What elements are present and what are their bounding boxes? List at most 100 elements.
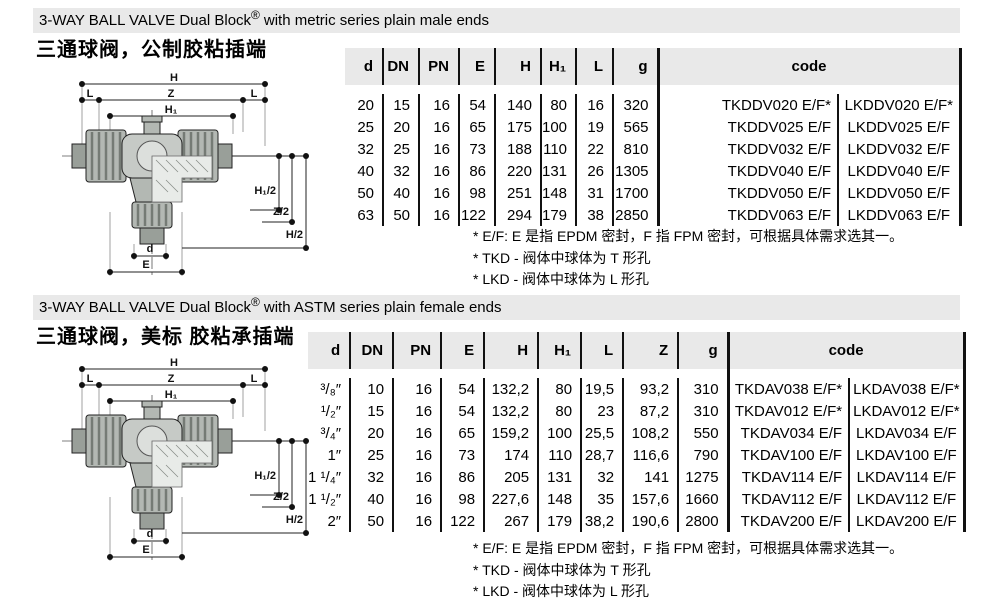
value-cell: 1 ¹/₂″ — [308, 490, 342, 508]
value-cell: 40 — [349, 488, 394, 510]
footnote: * E/F: E 是指 EPDM 密封，F 指 FPM 密封，可根据具体需求选其… — [473, 540, 904, 556]
dim-label-l-left: L — [87, 373, 94, 385]
value-cell: 86 — [440, 466, 485, 488]
dim-label-e: E — [142, 259, 149, 271]
value-cell: 251 — [494, 182, 541, 204]
code-l-cell: LKDDV025 E/F — [837, 116, 962, 138]
col-header-2: PN — [418, 48, 459, 85]
value-cell: 16 — [392, 444, 442, 466]
value-cell: 116,6 — [622, 444, 679, 466]
value-cell: 2″ — [327, 512, 342, 530]
value-cell: 25 — [357, 118, 374, 136]
value-cell: 174 — [483, 444, 539, 466]
col-header-1: DN — [382, 48, 419, 85]
table-row: 32 25 16 73 188 110 22 810 TKDDV032 E/F LKDDV032 … — [345, 138, 962, 160]
value-cell: 80 — [537, 400, 582, 422]
section1-footnotes: * E/F: E 是指 EPDM 密封，F 指 FPM 密封，可根据具体需求选其… — [473, 226, 903, 291]
col-header-0: d — [345, 48, 383, 85]
value-cell: 227,6 — [483, 488, 539, 510]
value-cell: 28,7 — [580, 444, 624, 466]
value-cell: 790 — [677, 444, 729, 466]
dim-label-z-half: Z/2 — [273, 206, 289, 218]
value-cell: 1 ¹/₄″ — [308, 468, 342, 486]
section1-title-bar: 3-WAY BALL VALVE Dual Block® with metric … — [33, 8, 960, 33]
dim-label-l-right: L — [251, 88, 258, 100]
code-l-cell: LKDDV020 E/F* — [837, 94, 962, 116]
value-cell: 23 — [580, 400, 624, 422]
value-cell: 20 — [349, 422, 394, 444]
section1-title-suffix: with metric series plain male ends — [263, 12, 489, 29]
value-cell: 148 — [539, 182, 577, 204]
dim-label-h-half: H/2 — [286, 514, 303, 526]
value-cell: 132,2 — [483, 400, 539, 422]
value-cell: 15 — [349, 400, 394, 422]
value-cell: 50 — [382, 204, 419, 226]
table-row: 1″ 25 16 73 174 110 28,7 116,6 790 TKDAV100 E/F LK… — [308, 444, 966, 466]
code-t-cell: TKDDV032 E/F — [656, 138, 839, 160]
table-row: ³/₈″ 10 16 54 132,2 80 19,5 93,2 310 TKDAV038 E/F… — [308, 378, 966, 400]
value-cell: 205 — [483, 466, 539, 488]
value-cell: 122 — [458, 204, 495, 226]
code-l-cell: LKDDV032 E/F — [837, 138, 962, 160]
value-cell: 32 — [357, 140, 374, 158]
value-cell: 16 — [575, 94, 614, 116]
value-cell: 1660 — [677, 488, 729, 510]
code-l-cell: LKDDV040 E/F — [837, 160, 962, 182]
value-cell: 131 — [537, 466, 582, 488]
value-cell: 22 — [575, 138, 614, 160]
code-l-cell: LKDAV012 E/F* — [848, 400, 966, 422]
code-l-cell: LKDDV050 E/F — [837, 182, 962, 204]
col-header-7: g — [612, 48, 659, 85]
section1-subtitle-zh: 三通球阀，公制胶粘插端 — [36, 39, 267, 61]
footnote: * TKD - 阀体中球体为 T 形孔 — [473, 249, 651, 266]
value-cell: 179 — [537, 510, 582, 532]
dim-label-l-right: L — [251, 373, 258, 385]
value-cell: 65 — [458, 116, 495, 138]
value-cell: 550 — [677, 422, 729, 444]
value-cell: 98 — [440, 488, 485, 510]
value-cell: 16 — [418, 138, 459, 160]
value-cell: 20 — [357, 96, 374, 114]
section1-title-en: 3-WAY BALL VALVE Dual Block — [39, 12, 252, 29]
dim-label-e: E — [142, 544, 149, 556]
value-cell: 10 — [349, 378, 394, 400]
value-cell: 110 — [537, 444, 582, 466]
code-t-cell: TKDDV020 E/F* — [656, 94, 839, 116]
value-cell: 16 — [418, 204, 459, 226]
value-cell: 63 — [357, 206, 374, 224]
value-cell: 38 — [575, 204, 614, 226]
value-cell: 98 — [458, 182, 495, 204]
value-cell: 141 — [622, 466, 679, 488]
value-cell: 220 — [494, 160, 541, 182]
value-cell: 19 — [575, 116, 614, 138]
value-cell: 38,2 — [580, 510, 624, 532]
table-row: 50 40 16 98 251 148 31 1700 TKDDV050 E/F LKDDV050… — [345, 182, 962, 204]
value-cell: 73 — [440, 444, 485, 466]
code-l-cell: LKDAV112 E/F — [848, 488, 966, 510]
value-cell: 310 — [677, 400, 729, 422]
value-cell: 1305 — [612, 160, 659, 182]
value-cell: 25,5 — [580, 422, 624, 444]
value-cell: 25 — [382, 138, 419, 160]
code-l-cell: LKDDV063 E/F — [837, 204, 962, 226]
value-cell: ³/₄″ — [320, 424, 342, 442]
registered-trademark-icon: ® — [251, 8, 260, 22]
value-cell: 565 — [612, 116, 659, 138]
section2-footnotes: * E/F: E 是指 EPDM 密封，F 指 FPM 密封，可根据具体需求选其… — [473, 538, 903, 603]
code-t-cell: TKDDV050 E/F — [656, 182, 839, 204]
dim-label-z-half: Z/2 — [273, 491, 289, 503]
value-cell: 16 — [392, 488, 442, 510]
code-t-cell: TKDDV040 E/F — [656, 160, 839, 182]
registered-trademark-icon: ® — [251, 295, 260, 309]
section2-title-en: 3-WAY BALL VALVE Dual Block — [39, 299, 252, 316]
footnote: * LKD - 阀体中球体为 L 形孔 — [473, 271, 650, 287]
value-cell: 2850 — [612, 204, 659, 226]
value-cell: 54 — [440, 378, 485, 400]
code-l-cell: LKDAV100 E/F — [848, 444, 966, 466]
value-cell: 93,2 — [622, 378, 679, 400]
code-t-cell: TKDDV025 E/F — [656, 116, 839, 138]
code-l-cell: LKDAV038 E/F* — [848, 378, 966, 400]
dim-label-h1: H₁ — [165, 104, 178, 116]
value-cell: 31 — [575, 182, 614, 204]
value-cell: 108,2 — [622, 422, 679, 444]
